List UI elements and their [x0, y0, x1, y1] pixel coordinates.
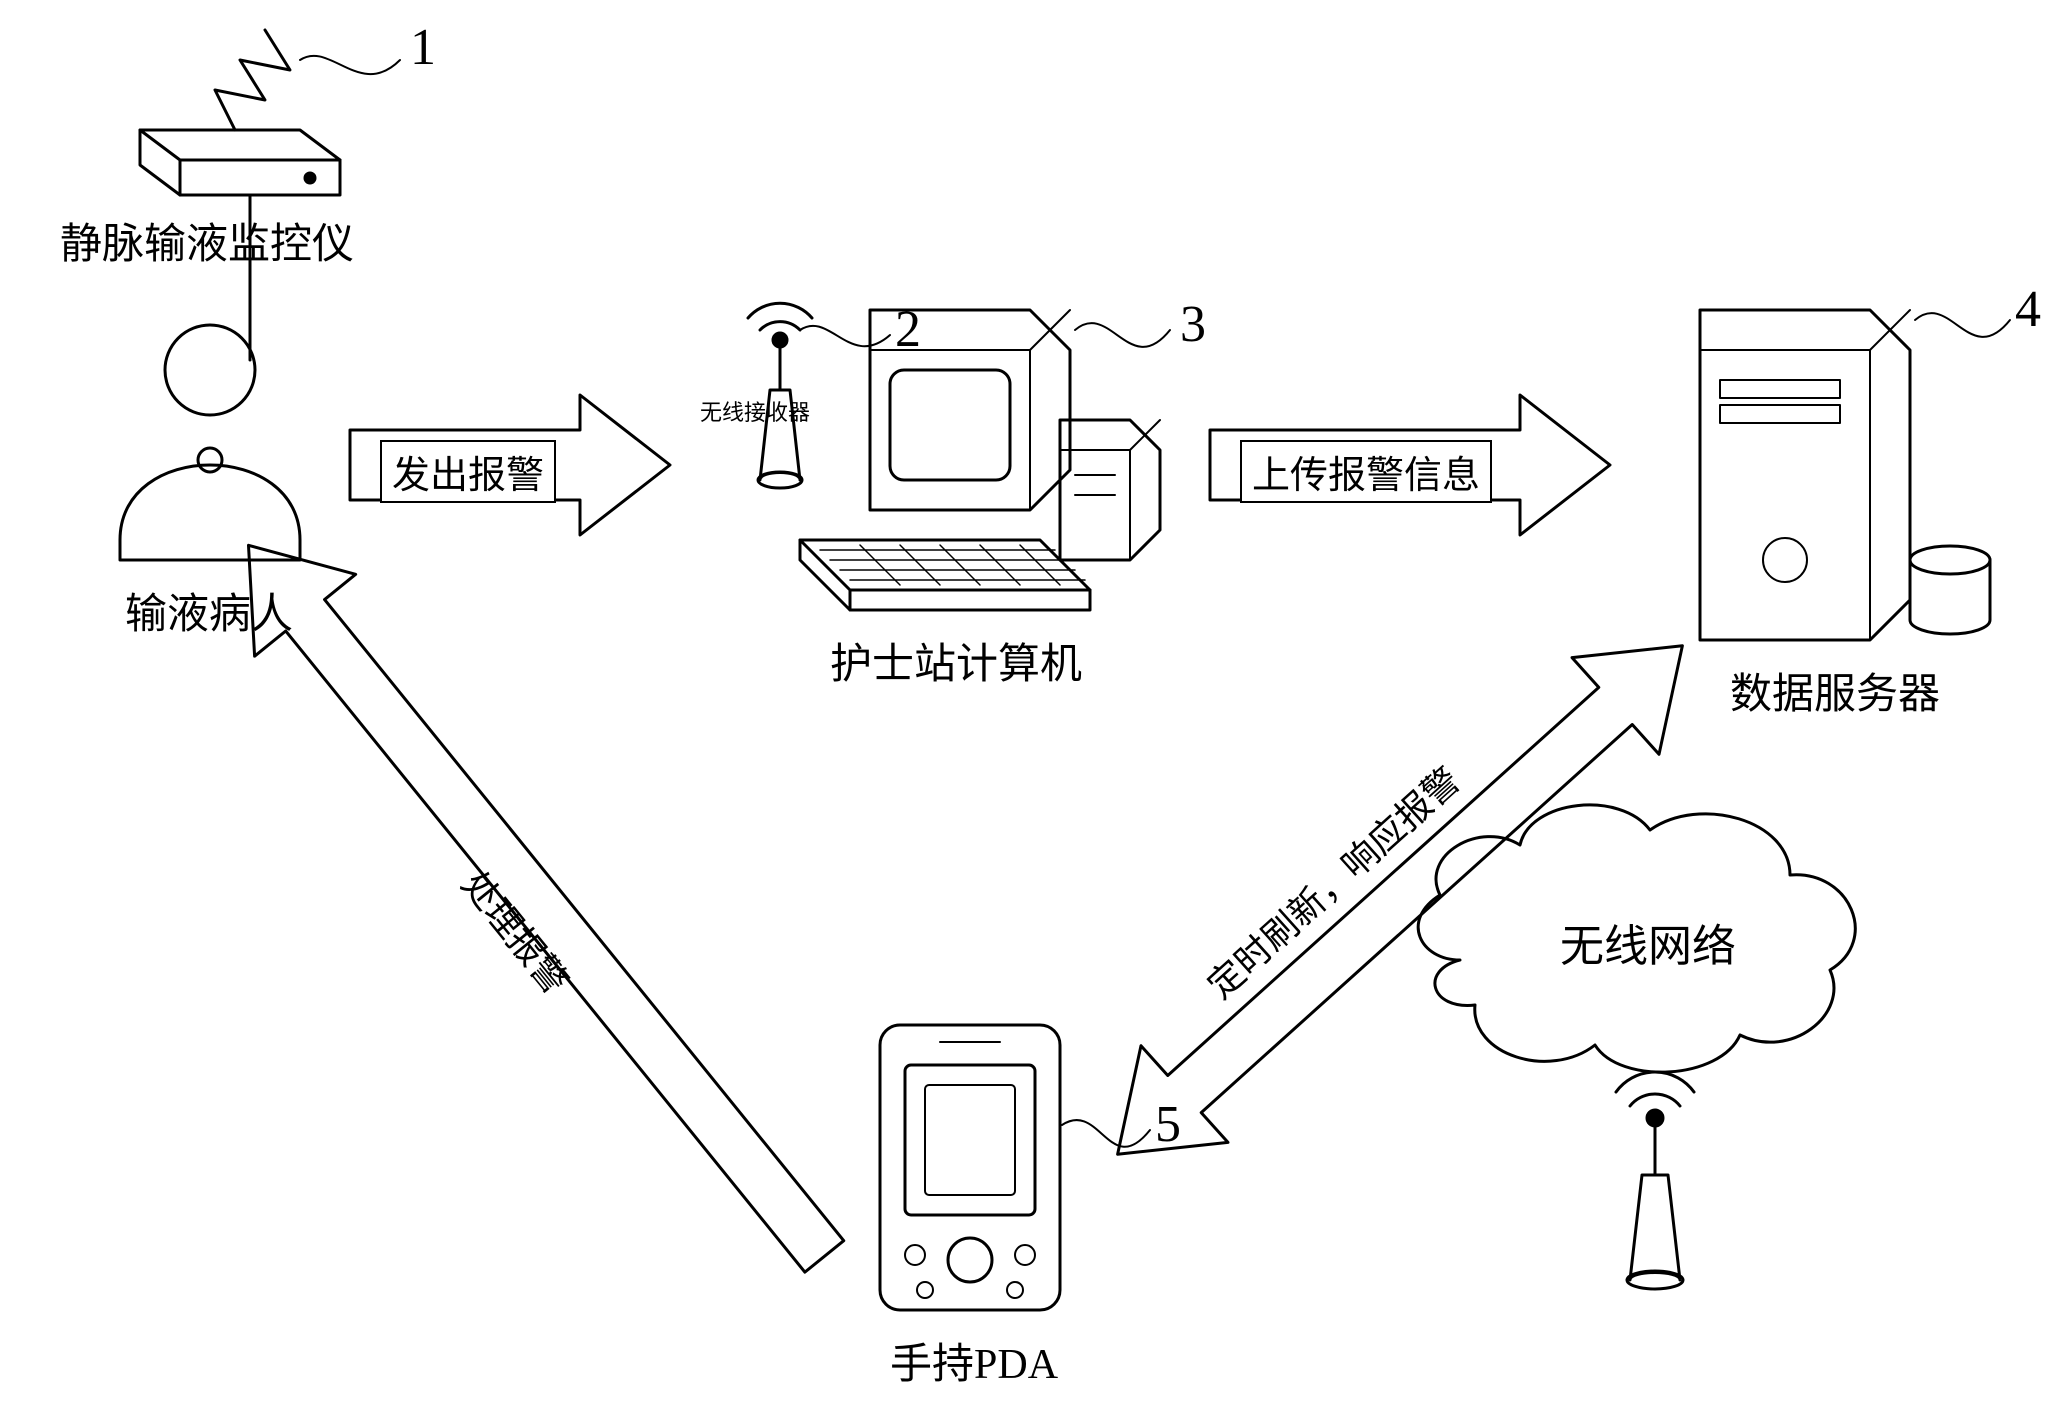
- receiver-label: 无线接收器: [700, 395, 810, 427]
- patient-icon: [120, 325, 300, 560]
- callout-2: 2: [895, 300, 921, 359]
- data-server: [1700, 310, 2010, 640]
- arrow-label-server-pda: 定时刷新，响应报警: [1194, 753, 1470, 1008]
- patient-label: 输液病人: [125, 580, 293, 641]
- wifi-antenna: [1616, 1072, 1694, 1289]
- server-label: 数据服务器: [1730, 660, 1940, 721]
- callout-1: 1: [410, 18, 436, 77]
- arrow-label-pda-patient: 处理报警: [451, 859, 582, 1004]
- arrow-label-to-server: 上传报警信息: [1240, 440, 1492, 503]
- cloud-label: 无线网络: [1560, 910, 1736, 974]
- station-label: 护士站计算机: [830, 630, 1082, 691]
- pda-device: [880, 1025, 1150, 1310]
- arrow-pda-patient: [198, 504, 875, 1297]
- callout-5: 5: [1155, 1095, 1181, 1154]
- monitor-device: [140, 30, 400, 195]
- callout-3: 3: [1180, 295, 1206, 354]
- nurse-station-computer: [800, 310, 1170, 610]
- arrow-label-to-station: 发出报警: [380, 440, 556, 503]
- monitor-label: 静脉输液监控仪: [60, 210, 354, 271]
- pda-label: 手持PDA: [890, 1330, 1058, 1391]
- callout-4: 4: [2015, 280, 2041, 339]
